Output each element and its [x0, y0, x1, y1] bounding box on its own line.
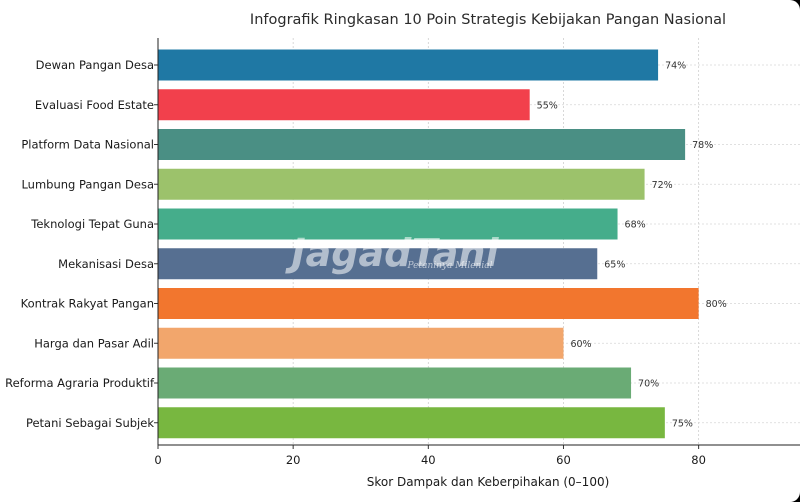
category-label: Reforma Agraria Produktif — [5, 376, 155, 390]
chart-title: Infografik Ringkasan 10 Poin Strategis K… — [250, 12, 726, 28]
bar — [158, 168, 645, 200]
bar-value-label: 70% — [638, 379, 659, 390]
x-tick-label: 80 — [691, 453, 706, 467]
category-label: Platform Data Nasional — [21, 138, 154, 152]
bar-value-label: 72% — [652, 180, 673, 191]
watermark-text: JagadTani — [285, 231, 500, 275]
category-label: Petani Sebagai Subjek — [26, 416, 154, 430]
bar — [158, 248, 598, 280]
bar-value-label: 74% — [665, 61, 686, 72]
bar — [158, 288, 699, 319]
x-axis-label: Skor Dampak dan Keberpihakan (0–100) — [367, 475, 610, 489]
x-tick-label: 20 — [286, 453, 301, 467]
bar-value-label: 65% — [604, 259, 625, 270]
category-label: Lumbung Pangan Desa — [21, 177, 154, 191]
x-tick-label: 0 — [154, 453, 161, 467]
x-tick-label: 40 — [421, 453, 436, 467]
x-tick-label: 60 — [556, 453, 571, 467]
bar — [158, 49, 659, 81]
bars-layer: 74% 55% 78% 72% 68% 65% 80% 60% 70% 75% — [158, 49, 727, 439]
watermark-subtext: Petaninya Milenial — [407, 261, 493, 271]
bar — [158, 129, 686, 160]
bar — [158, 89, 530, 121]
watermark-logo: JagadTani Petaninya Milenial — [285, 231, 500, 275]
category-label: Teknologi Tepat Guna — [30, 217, 154, 231]
bar-value-label: 55% — [537, 100, 558, 111]
bar-value-label: 60% — [570, 339, 591, 350]
category-label: Dewan Pangan Desa — [36, 58, 154, 72]
bar — [158, 208, 618, 240]
bar — [158, 367, 632, 399]
category-label: Kontrak Rakyat Pangan — [21, 297, 154, 311]
category-label: Harga dan Pasar Adil — [34, 336, 154, 350]
bar — [158, 327, 564, 359]
bar-value-label: 75% — [672, 418, 693, 429]
bar — [158, 407, 665, 439]
category-label: Evaluasi Food Estate — [35, 98, 154, 112]
axes-layer: 0 20 40 60 80 Dewan Pangan Desa Evaluasi Food … — [5, 38, 800, 467]
bar-value-label: 68% — [625, 220, 646, 231]
category-label: Mekanisasi Desa — [58, 257, 154, 271]
bar-value-label: 78% — [692, 140, 713, 151]
bar-value-label: 80% — [706, 299, 727, 310]
